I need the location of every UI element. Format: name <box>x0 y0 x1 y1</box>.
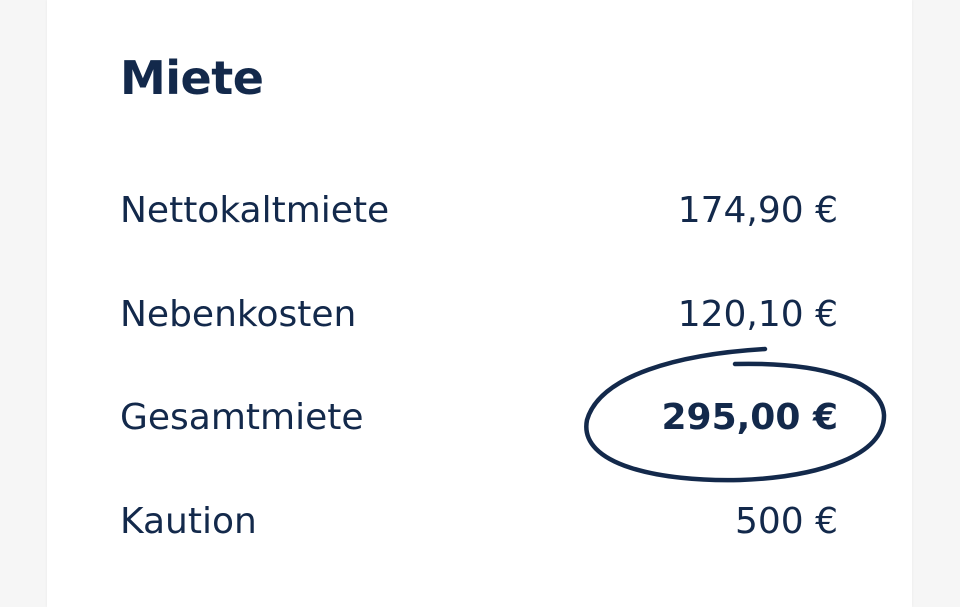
row-value-total: 295,00 € <box>661 396 838 438</box>
row-value: 500 € <box>734 500 838 542</box>
rent-row-net-cold: Nettokaltmiete 174,90 € <box>120 185 838 235</box>
row-value: 120,10 € <box>677 293 838 335</box>
row-value: 174,90 € <box>677 189 838 231</box>
row-label: Nebenkosten <box>120 293 357 335</box>
rent-row-deposit: Kaution 500 € <box>120 496 838 546</box>
rent-row-additional-costs: Nebenkosten 120,10 € <box>120 289 838 339</box>
row-label: Gesamtmiete <box>120 396 364 438</box>
rent-card <box>47 0 912 607</box>
row-label: Kaution <box>120 500 257 542</box>
section-title: Miete <box>120 51 264 105</box>
rent-row-total: Gesamtmiete 295,00 € <box>120 392 838 442</box>
row-label: Nettokaltmiete <box>120 189 390 231</box>
